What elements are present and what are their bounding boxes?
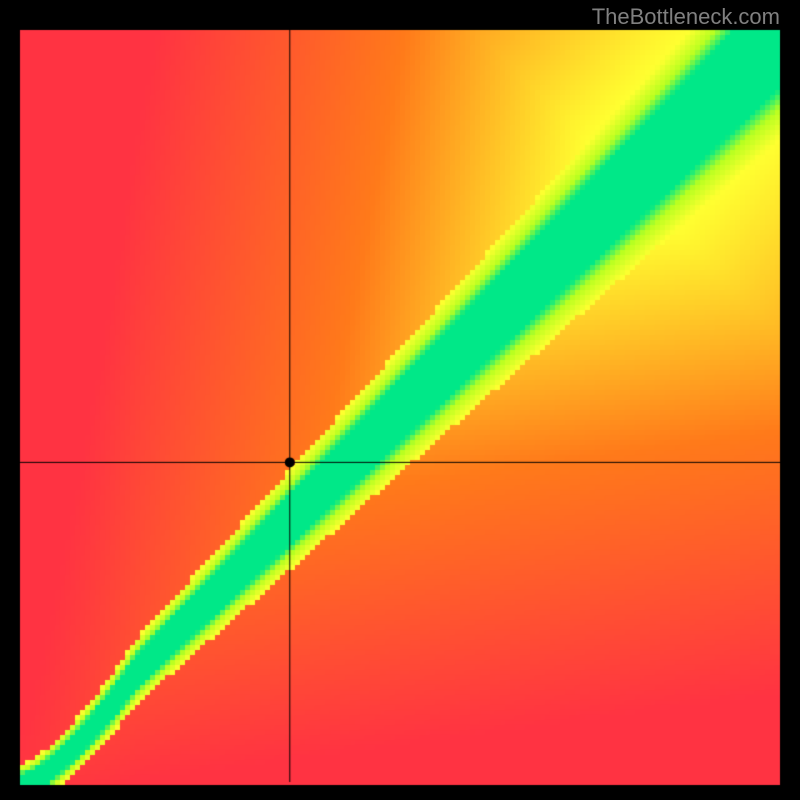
bottleneck-heatmap [0,0,800,800]
watermark-text: TheBottleneck.com [592,4,780,30]
chart-container: TheBottleneck.com [0,0,800,800]
